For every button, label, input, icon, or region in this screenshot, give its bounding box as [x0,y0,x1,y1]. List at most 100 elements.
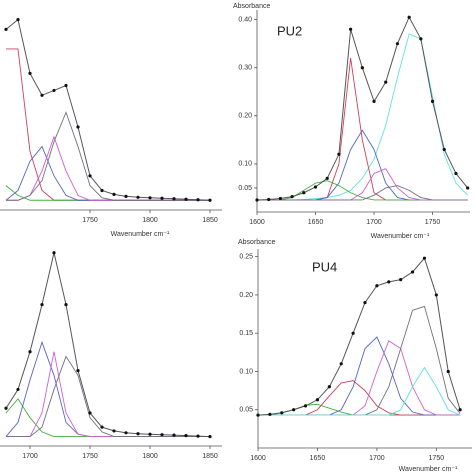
data-point [458,408,462,412]
x-axis-label: Wavenumber cm⁻¹ [399,466,458,473]
data-point [442,147,446,152]
x-tick-label: 1750 [82,453,98,460]
y-tick-label: 0.20 [238,113,252,120]
data-point [375,284,379,288]
data-point [360,66,364,70]
data-point [52,88,56,93]
component-curve [6,355,210,438]
data-point [88,411,92,415]
component-curve [258,305,461,416]
y-axis-label: Absorbance [233,3,270,10]
data-point [124,431,128,435]
data-point [88,174,92,178]
data-point [292,408,296,412]
y-tick-label: 0.25 [239,253,253,260]
y-tick-label: 0.05 [239,407,253,414]
x-axis-label: Wavenumber cm⁻¹ [371,233,430,240]
panel-label: PU4 [312,259,337,274]
data-point [351,331,355,335]
data-point [16,387,20,392]
y-tick-label: 0.40 [238,16,252,23]
data-point [278,196,283,201]
data-point [184,197,188,201]
data-point [280,411,284,415]
x-tick-label: 1800 [142,217,158,224]
data-point [112,429,116,433]
data-point [387,280,391,284]
data-point [196,198,200,202]
data-point [4,406,8,410]
data-point [100,425,104,429]
data-point [28,350,32,354]
data-point [76,125,80,129]
panel-label: PU2 [277,23,302,38]
data-point [454,171,458,176]
x-axis-label: Wavenumber cm⁻¹ [111,231,170,238]
y-axis-label: Absorbance [238,239,275,246]
data-point [395,42,400,46]
component-curve [6,351,210,438]
data-point [372,99,376,103]
data-point [76,368,80,373]
component-curve [257,168,468,201]
x-tick-label: 1700 [22,453,38,460]
data-point [208,198,212,202]
component-curve [6,48,210,201]
component-curve [258,380,461,416]
fit-curve [5,252,211,438]
data-point [267,197,271,202]
data-point [337,152,341,156]
data-point [268,412,272,416]
data-point [16,18,20,22]
data-point [384,80,388,84]
data-point [290,195,294,199]
data-point [434,293,438,297]
data-point [313,185,318,189]
data-point [52,251,56,255]
component-curve [6,135,210,201]
x-tick-label: 1600 [249,219,265,226]
data-point [363,300,367,305]
data-point [430,99,435,103]
y-tick-label: 0.10 [239,368,253,375]
data-point [446,369,450,374]
data-point [4,27,8,32]
data-point [112,192,116,196]
data-point [407,15,411,19]
x-tick-label: 1750 [425,219,441,226]
data-point [208,434,212,439]
data-point [410,270,415,274]
data-point [148,196,152,200]
data-point [100,188,104,193]
y-tick-label: 0.05 [238,185,252,192]
component-curve [257,185,468,201]
fit-curve [257,257,461,416]
x-tick-label: 1650 [310,455,326,462]
data-point [315,398,320,402]
component-curve [6,111,210,201]
data-point [255,198,259,202]
data-point [64,83,68,88]
data-point [148,432,152,436]
fit-curve [256,16,469,201]
component-curve [258,366,461,416]
x-tick-label: 1850 [202,217,218,224]
component-curve [258,340,461,416]
component-curve [5,340,210,438]
y-tick-label: 0.15 [239,330,253,337]
y-tick-label: 0.30 [238,65,252,72]
data-point [422,256,427,260]
data-point [40,302,44,307]
data-point [160,196,164,200]
data-point [184,434,188,438]
data-point [466,186,470,190]
data-point [399,278,403,282]
y-tick-label: 0.20 [239,292,253,299]
x-tick-label: 1850 [202,453,218,460]
data-point [124,194,128,198]
x-tick-label: 1600 [250,455,266,462]
data-point [196,434,200,438]
data-point [349,27,353,31]
data-point [327,385,331,389]
